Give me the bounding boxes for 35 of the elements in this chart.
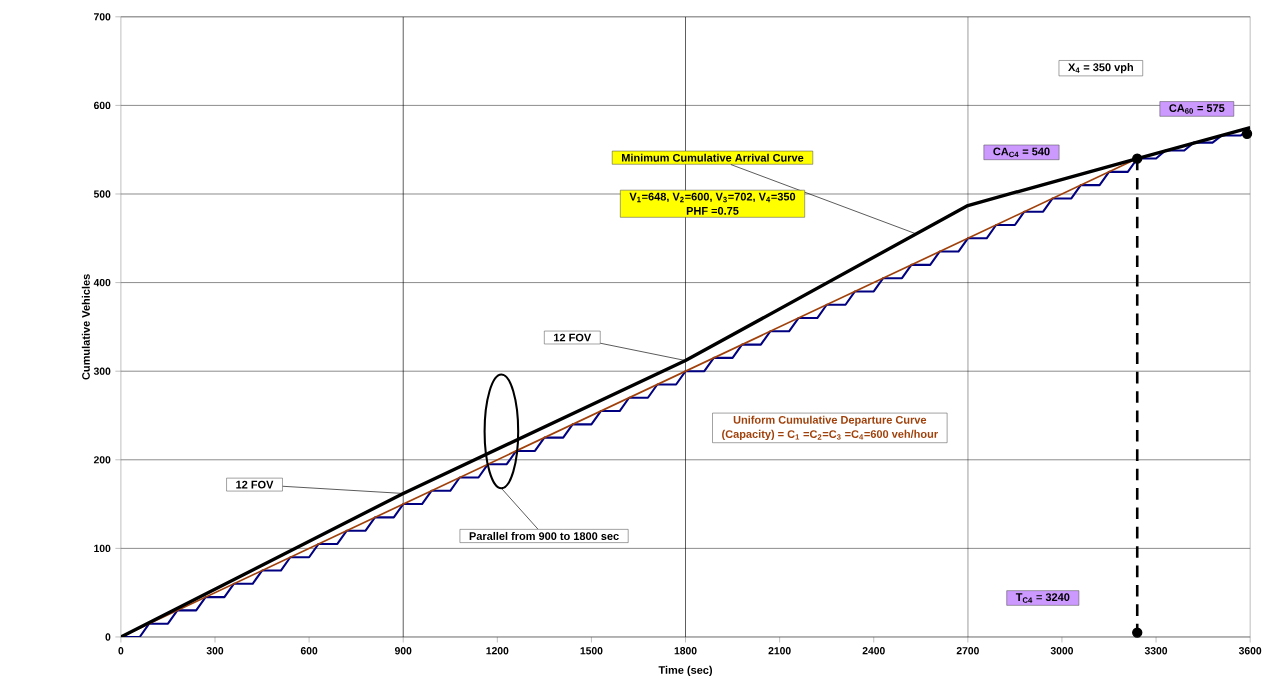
annotation: X$_{4}$ = 350 vph <box>1068 63 1133 74</box>
x-tick-label: 600 <box>300 647 318 655</box>
annotation: 12 FOV <box>236 480 274 489</box>
y-tick-label: 600 <box>93 101 111 109</box>
x-tick-label: 2100 <box>768 647 791 655</box>
x-tick-label: 3300 <box>1144 647 1168 655</box>
x-tick-label: 2400 <box>862 647 885 655</box>
x-axis-title: Time (sec) <box>658 665 713 677</box>
y-tick-label: 400 <box>93 278 111 287</box>
annotation: Uniform Cumulative Departure Curve <box>733 415 927 426</box>
x-tick-label: 3000 <box>1050 647 1074 655</box>
y-tick-label: 700 <box>94 13 111 21</box>
x-tick-label: 1200 <box>486 647 509 655</box>
x-tick-label: 1800 <box>674 647 697 655</box>
annotation: T$_{C4}$ = 3240 <box>1015 593 1070 603</box>
text: (Capacity) = C$_{1}$ =C$_{2}$=C$_{3}$ =C$_{4}$=600 veh/hour <box>722 429 938 441</box>
annotation: CA$_{60}$ = 575 <box>1169 104 1225 114</box>
annotation: CA$_{C4}$ = 540 <box>993 147 1050 158</box>
x-tick-label: 300 <box>206 647 224 655</box>
y-tick-label: 100 <box>94 544 111 552</box>
y-tick-label: 200 <box>93 456 111 464</box>
y-tick-label: 0 <box>105 633 111 641</box>
x-tick-label: 3600 <box>1238 647 1262 655</box>
annotation: 12 FOV <box>554 333 592 342</box>
annotation: Parallel from 900 to 1800 sec <box>469 531 619 540</box>
x-tick-label: 900 <box>394 647 412 655</box>
x-tick-label: 2700 <box>956 647 979 655</box>
x-tick-label: 1500 <box>580 647 603 655</box>
text: V$_{1}$=648, V$_{2}$=600, V$_{3}$=702, V$_{4}$=350 <box>629 192 796 203</box>
annotation: Minimum Cumulative Arrival Curve <box>622 153 804 162</box>
annotation: PHF =0.75 <box>686 206 739 215</box>
y-tick-label: 300 <box>93 367 111 375</box>
x-tick-label: 0 <box>118 647 124 655</box>
y-axis-title: Cumulative Vehicles <box>81 274 90 380</box>
y-tick-label: 500 <box>93 190 111 198</box>
